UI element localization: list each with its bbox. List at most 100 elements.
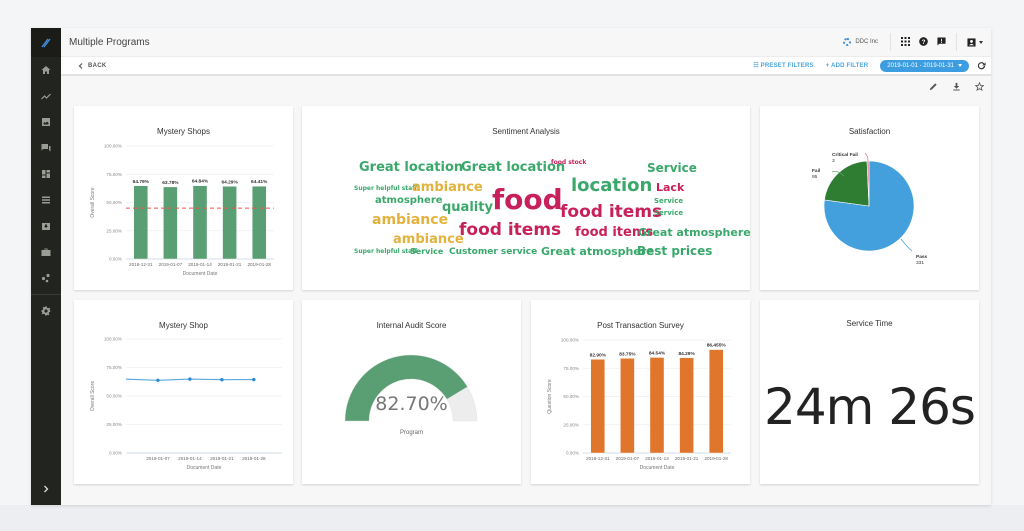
word-cloud-term[interactable]: Super helpful staff [354, 185, 418, 192]
feedback-button[interactable] [937, 33, 946, 51]
date-range-selector[interactable]: 2019-01-01 - 2019-01-31 [880, 59, 969, 72]
card-title: Satisfaction [848, 127, 891, 136]
bar-value-label: 86.455% [707, 343, 727, 349]
bar[interactable] [708, 349, 724, 454]
bar[interactable] [620, 358, 635, 454]
bar[interactable] [222, 186, 237, 260]
word-cloud-term[interactable]: Service [647, 161, 697, 175]
sidebar-item-home[interactable] [31, 57, 61, 83]
x-axis-label: Document Date [187, 465, 222, 471]
word-cloud-term[interactable]: Service [410, 247, 444, 256]
data-point[interactable] [156, 378, 160, 382]
data-point[interactable] [252, 377, 256, 382]
word-cloud-term[interactable]: quality [442, 200, 493, 215]
card-sentiment-analysis[interactable]: Sentiment Analysis Great location Great l… [302, 106, 751, 290]
sidebar-item-settings[interactable] [31, 298, 61, 324]
word-cloud-term[interactable]: food stock [551, 159, 587, 166]
bar[interactable] [192, 185, 208, 260]
card-mystery-shop[interactable]: Mystery Shop 0.00% 25.00% 50.00% 75.00% 100.… [74, 300, 293, 484]
x-tick-label: 2018-12-31 [586, 456, 610, 461]
y-tick-label: 0.00% [566, 451, 579, 456]
word-cloud-term[interactable]: ambiance [412, 180, 483, 195]
word-cloud-term[interactable]: ambiance [372, 212, 449, 228]
sidebar-item-dashboards[interactable] [31, 161, 61, 187]
sidebar-item-trends[interactable] [31, 83, 61, 109]
top-bar: Multiple Programs DDC Inc ? [61, 28, 991, 57]
x-tick-label: 2019-01-21 [210, 456, 234, 461]
word-cloud-term[interactable]: food items [575, 225, 654, 240]
word-cloud-term[interactable]: Great atmosphere [541, 245, 654, 258]
word-cloud-term[interactable]: Customer service [449, 247, 538, 257]
word-cloud-term[interactable]: Lack [656, 181, 685, 194]
card-satisfaction[interactable]: Satisfaction Pass 331 Fail 95 Critical Fail 3 [760, 106, 979, 290]
word-cloud-term[interactable]: atmosphere [375, 195, 443, 206]
favorite-button[interactable] [974, 78, 985, 96]
pie-label: Fail [812, 168, 820, 174]
bar[interactable] [251, 186, 267, 260]
y-tick-label: 0.00% [109, 451, 122, 456]
logo-icon [41, 38, 51, 47]
word-cloud-term[interactable]: Great location [461, 160, 566, 175]
word-cloud-term[interactable]: location [571, 175, 653, 196]
apps-grid-icon [901, 37, 910, 46]
y-tick-label: 25.00% [563, 422, 579, 427]
pie-slice[interactable] [824, 160, 870, 207]
x-axis-label: Document Date [183, 271, 218, 277]
card-internal-audit-score[interactable]: Internal Audit Score 82.70% Program [302, 300, 521, 484]
bar[interactable] [163, 186, 178, 260]
gauge-fill [344, 354, 468, 422]
download-button[interactable] [952, 78, 961, 96]
sidebar-item-reports[interactable] [31, 109, 61, 135]
pie-slice[interactable] [866, 160, 870, 207]
list-icon [42, 196, 50, 204]
word-cloud-term[interactable]: ambiance [393, 232, 464, 247]
card-post-transaction-survey[interactable]: Post Transaction Survey 0.00% 25.00% 50.00… [531, 300, 750, 484]
refresh-button[interactable] [977, 57, 986, 75]
card-mystery-shops[interactable]: Mystery Shops 0.00% 25.00% 50.00% 75.00% 100… [74, 106, 293, 290]
bar[interactable] [679, 357, 694, 454]
data-point[interactable] [220, 378, 224, 382]
add-filter-button[interactable]: + ADD FILTER [825, 62, 869, 69]
edit-button[interactable] [929, 78, 938, 96]
user-menu-button[interactable] [957, 37, 983, 47]
dashboard-icon [42, 170, 50, 178]
home-icon [41, 66, 51, 74]
back-button[interactable]: BACK [78, 63, 107, 69]
word-cloud-term[interactable]: food items [560, 202, 663, 222]
word-cloud-term[interactable]: Best prices [637, 244, 713, 258]
sentiment-word-cloud: Great location Great location food stock Se… [302, 106, 751, 290]
sidebar-item-programs[interactable] [31, 239, 61, 265]
sidebar-item-inbox[interactable] [31, 213, 61, 239]
card-service-time[interactable]: Service Time 24m 26s [760, 300, 979, 484]
y-tick-label: 100.00% [104, 144, 122, 149]
date-range-value: 2019-01-01 - 2019-01-31 [887, 62, 954, 69]
apps-button[interactable] [901, 33, 910, 51]
image-report-icon [42, 118, 50, 126]
sidebar-item-messages[interactable] [31, 135, 61, 161]
sidebar-expand-button[interactable] [31, 479, 61, 499]
bar[interactable] [133, 185, 148, 260]
sidebar-item-lists[interactable] [31, 187, 61, 213]
help-icon: ? [919, 37, 928, 46]
x-tick-label: 2018-12-31 [129, 262, 153, 267]
app-logo[interactable] [31, 28, 61, 57]
dashboard-actions [61, 76, 991, 98]
sidebar-item-network[interactable] [31, 265, 61, 291]
bar[interactable] [590, 359, 605, 454]
bar[interactable] [649, 357, 665, 454]
org-selector[interactable]: DDC Inc [843, 33, 891, 51]
pie-label: Critical Fail [832, 152, 858, 158]
word-cloud-term[interactable]: Great location [359, 160, 464, 175]
word-cloud-term[interactable]: Super helpful staff [354, 248, 418, 255]
preset-filters-button[interactable]: ☷ PRESET FILTERS [753, 62, 813, 69]
download-icon [953, 82, 960, 91]
word-cloud-term[interactable]: Service [654, 197, 684, 205]
word-cloud-term[interactable]: Service [654, 209, 684, 217]
word-cloud-term[interactable]: food items [459, 220, 562, 240]
card-title: Mystery Shop [159, 321, 208, 330]
word-cloud-term[interactable]: food [492, 183, 563, 216]
refresh-icon [977, 61, 986, 69]
data-point[interactable] [188, 377, 192, 381]
help-button[interactable]: ? [919, 33, 928, 51]
word-cloud-term[interactable]: Great atmosphere [638, 226, 751, 239]
